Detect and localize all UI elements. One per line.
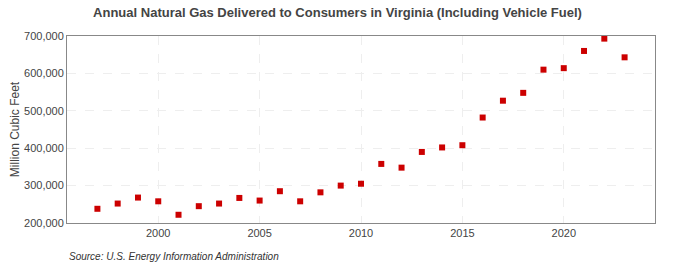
svg-text:600,000: 600,000 <box>24 67 64 79</box>
svg-text:Million Cubic Feet: Million Cubic Feet <box>8 81 22 177</box>
svg-text:500,000: 500,000 <box>24 105 64 117</box>
svg-text:300,000: 300,000 <box>24 179 64 191</box>
svg-text:2010: 2010 <box>349 227 373 239</box>
svg-text:2015: 2015 <box>450 227 474 239</box>
svg-text:200,000: 200,000 <box>24 217 64 229</box>
svg-text:2005: 2005 <box>247 227 271 239</box>
svg-text:Source: U.S. Energy Informatio: Source: U.S. Energy Information Administ… <box>69 251 279 262</box>
svg-text:400,000: 400,000 <box>24 142 64 154</box>
svg-text:2000: 2000 <box>146 227 170 239</box>
svg-text:Annual Natural Gas Delivered t: Annual Natural Gas Delivered to Consumer… <box>93 5 582 20</box>
svg-text:700,000: 700,000 <box>24 30 64 42</box>
svg-text:2020: 2020 <box>552 227 576 239</box>
